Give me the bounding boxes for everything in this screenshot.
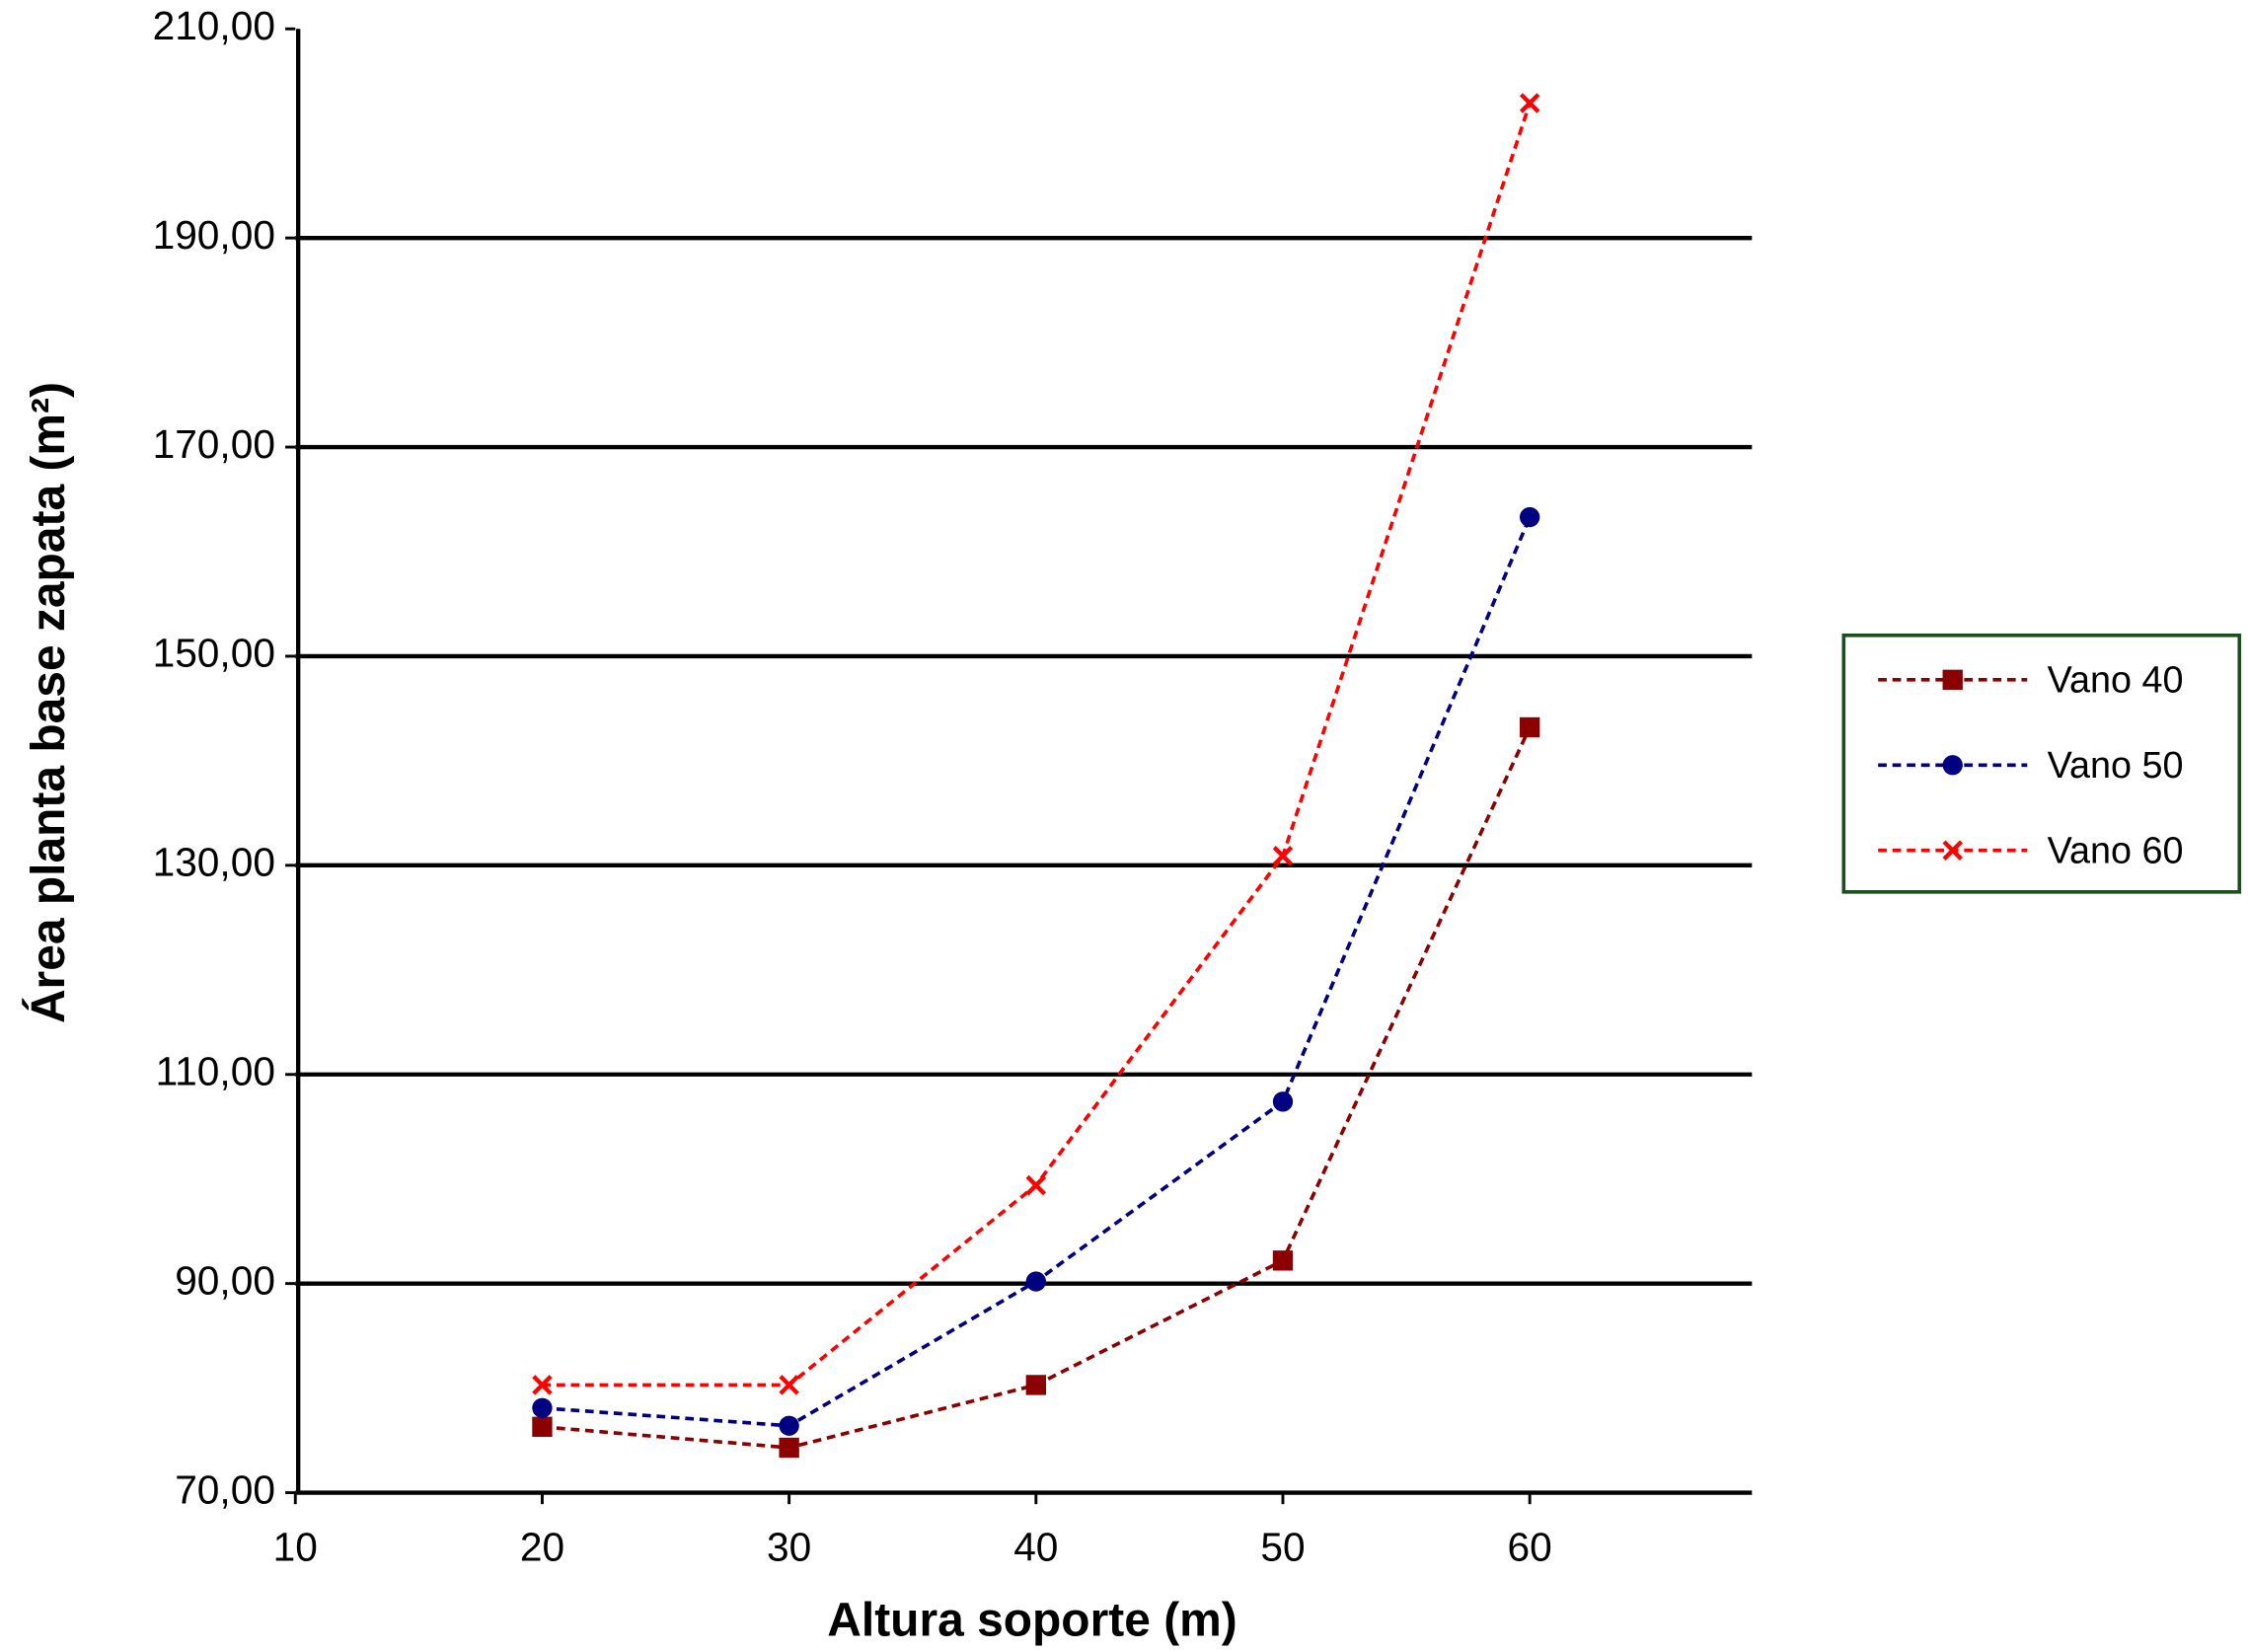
marker — [779, 1415, 799, 1436]
legend-marker — [1942, 755, 1963, 776]
x-tick-label: 30 — [767, 1524, 811, 1569]
marker — [1519, 716, 1540, 738]
marker — [1519, 93, 1540, 113]
marker — [779, 1437, 799, 1459]
y-axis-title: Área planta base zapata (m²) — [22, 382, 75, 1023]
marker — [532, 1416, 553, 1437]
y-tick-label: 110,00 — [156, 1049, 275, 1094]
y-tick-label: 190,00 — [153, 212, 275, 258]
marker — [1025, 1375, 1046, 1395]
y-tick-label: 170,00 — [153, 421, 275, 467]
x-tick-label: 40 — [1013, 1524, 1058, 1569]
legend-label: Vano 40 — [2048, 660, 2184, 702]
x-tick-label: 50 — [1260, 1524, 1305, 1569]
legend-label: Vano 60 — [2048, 831, 2184, 872]
y-tick-label: 210,00 — [153, 3, 275, 48]
marker — [1025, 1271, 1046, 1292]
legend-marker — [1942, 840, 1963, 861]
x-tick-label: 60 — [1508, 1524, 1552, 1569]
marker — [779, 1375, 799, 1395]
x-axis-title: Altura soporte (m) — [827, 1594, 1236, 1646]
legend-marker — [1942, 669, 1963, 690]
marker — [532, 1375, 553, 1395]
marker — [1272, 846, 1294, 866]
y-tick-label: 70,00 — [175, 1466, 275, 1512]
y-tick-label: 90,00 — [175, 1257, 275, 1303]
legend-label: Vano 50 — [2048, 745, 2184, 787]
marker — [1025, 1174, 1047, 1196]
y-tick-label: 130,00 — [153, 840, 275, 885]
marker — [1272, 1091, 1294, 1112]
x-tick-label: 20 — [520, 1524, 564, 1569]
x-tick-label: 10 — [273, 1524, 318, 1569]
marker — [532, 1397, 553, 1418]
y-tick-label: 150,00 — [153, 631, 275, 676]
marker — [1272, 1250, 1294, 1271]
marker — [1519, 506, 1540, 528]
